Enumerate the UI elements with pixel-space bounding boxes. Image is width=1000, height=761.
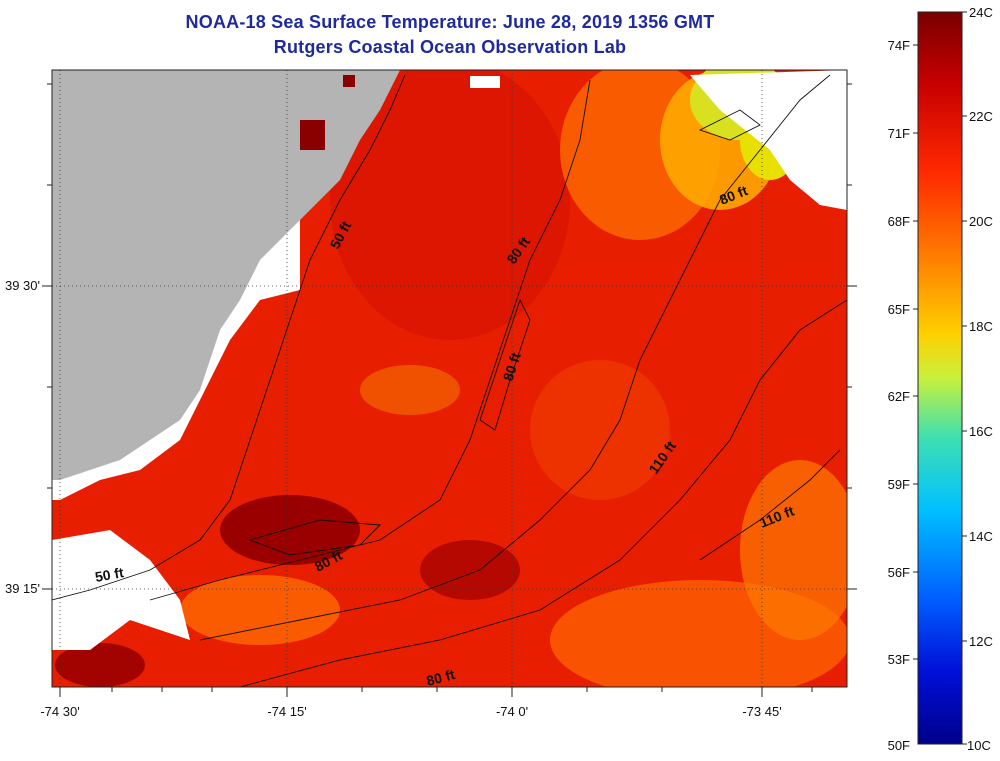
f-tick-label: 65F xyxy=(888,302,910,317)
f-tick-label: 74F xyxy=(888,38,910,53)
celsius-labels: 24C 22C 20C 18C 16C 14C 12C 10C xyxy=(967,5,993,753)
c-tick-label: 18C xyxy=(969,319,993,334)
colorbar-ticks xyxy=(913,11,967,745)
land-islands xyxy=(100,270,210,380)
map-title: NOAA-18 Sea Surface Temperature: June 28… xyxy=(185,12,715,32)
x-tick-label: -73 45' xyxy=(742,704,781,719)
f-tick-label: 53F xyxy=(888,652,910,667)
x-tick-label: -74 15' xyxy=(267,704,306,719)
f-tick-label: 68F xyxy=(888,214,910,229)
x-tick-label: -74 0' xyxy=(496,704,528,719)
plot-frame xyxy=(51,69,848,688)
c-tick-label: 20C xyxy=(969,214,993,229)
land-mass xyxy=(52,70,400,480)
c-tick-label: 16C xyxy=(969,424,993,439)
f-tick-label: 59F xyxy=(888,477,910,492)
x-tick-label: -74 30' xyxy=(40,704,79,719)
f-tick-label: 56F xyxy=(888,565,910,580)
y-tick-label: 39 30' xyxy=(5,278,40,293)
f-tick-label: 62F xyxy=(888,389,910,404)
f-tick-label: 71F xyxy=(888,126,910,141)
y-tick-label: 39 15' xyxy=(5,581,40,596)
contour-label: 80 ft xyxy=(425,666,457,689)
axis-ticks xyxy=(42,83,857,697)
c-tick-label: 12C xyxy=(969,634,993,649)
c-tick-label: 14C xyxy=(969,529,993,544)
color-scale xyxy=(917,11,963,745)
depth-contours xyxy=(52,74,847,687)
c-tick-label: 22C xyxy=(969,109,993,124)
fahrenheit-labels: 74F 71F 68F 65F 62F 59F 56F 53F 50F xyxy=(888,38,910,753)
contour-label: 50 ft xyxy=(94,564,125,585)
f-tick-label: 50F xyxy=(888,738,910,753)
c-tick-label: 10C xyxy=(967,738,991,753)
graticule xyxy=(52,70,847,687)
map-subtitle: Rutgers Coastal Ocean Observation Lab xyxy=(273,37,627,57)
c-tick-label: 24C xyxy=(969,5,993,20)
